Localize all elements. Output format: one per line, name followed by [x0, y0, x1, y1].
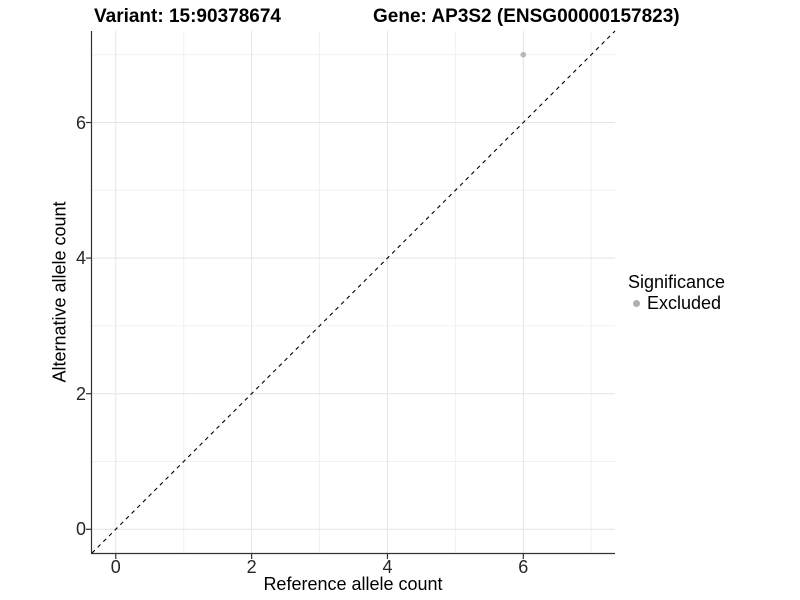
y-tick-label: 4 [75, 248, 86, 269]
y-tick-label: 0 [75, 519, 86, 540]
legend-items: Excluded [628, 293, 725, 314]
legend-item-label: Excluded [647, 293, 722, 313]
plot-title-gene: Gene: AP3S2 (ENSG00000157823) [373, 6, 680, 27]
plot-title-variant: Variant: 15:90378674 [94, 6, 281, 27]
x-tick-label: 0 [110, 557, 121, 577]
x-tick-label: 6 [518, 557, 529, 577]
legend: Significance Excluded [628, 271, 725, 314]
legend-item: Excluded [628, 293, 725, 314]
identity-line [91, 30, 616, 554]
y-axis-title: Alternative allele count [49, 201, 70, 383]
legend-key-dot-icon [633, 300, 640, 307]
y-tick-label: 2 [75, 383, 86, 404]
y-tick-label: 6 [75, 112, 86, 133]
data-point [520, 51, 527, 58]
x-tick-label: 4 [382, 557, 393, 577]
x-axis-title: Reference allele count [263, 574, 443, 594]
legend-title: Significance [628, 272, 726, 292]
x-tick-label: 2 [246, 557, 257, 577]
